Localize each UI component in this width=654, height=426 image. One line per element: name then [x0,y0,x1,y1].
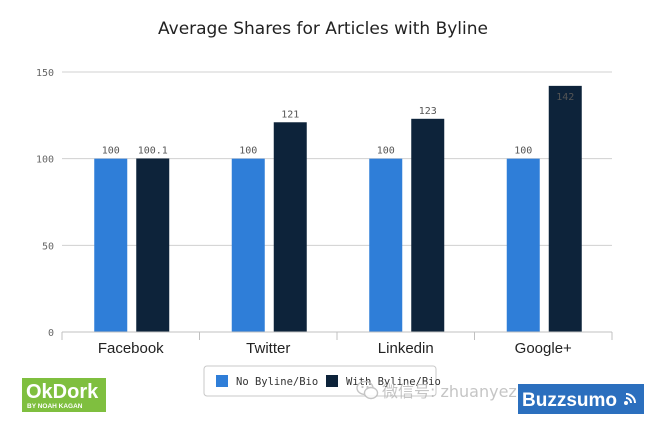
buzzsumo-logo: Buzzsumo [518,384,644,414]
data-label: 100 [377,146,395,157]
chart-title: Average Shares for Articles with Byline [158,19,488,39]
x-category-label: Twitter [246,340,290,357]
legend: No Byline/Bio With Byline/Bio [203,365,441,397]
bar [369,158,403,332]
x-category-label: Google+ [515,340,572,357]
x-category-label: Facebook [98,340,164,357]
bar [506,158,540,332]
data-label: 121 [281,109,299,120]
legend-label: No Byline/Bio [236,376,318,388]
y-tick-label: 150 [36,68,54,79]
buzzsumo-logo-text: Buzzsumo [522,390,617,411]
broadcast-icon [624,393,636,405]
bar [231,158,265,332]
bar [411,118,445,332]
data-label: 100 [102,146,120,157]
bar [136,158,170,332]
data-label: 142 [556,92,574,103]
data-label: 100.1 [138,145,168,156]
data-label: 123 [419,106,437,117]
bar [273,122,307,333]
x-axis: Facebook Twitter Linkedin Google+ [61,331,613,357]
legend-label: With Byline/Bio [346,376,441,388]
legend-swatch [326,375,338,387]
y-tick-label: 50 [42,241,54,252]
okdork-logo-text: OkDork [26,381,99,403]
data-label: 100 [514,146,532,157]
y-tick-label: 100 [36,155,54,166]
bar [94,158,128,332]
okdork-logo-tagline: BY NOAH KAGAN [27,403,83,410]
wechat-icon [356,380,379,400]
okdork-logo: OkDork BY NOAH KAGAN [22,378,106,412]
legend-swatch [216,375,228,387]
y-axis-ticks: 0 50 100 150 [36,68,54,339]
bar-series [94,85,582,333]
x-category-label: Linkedin [378,340,434,357]
bar [548,85,582,332]
data-label: 100 [239,146,257,157]
legend-box [203,365,437,397]
y-tick-label: 0 [48,328,54,339]
data-labels: 100 100.1 100 121 100 123 100 142 [102,92,575,157]
